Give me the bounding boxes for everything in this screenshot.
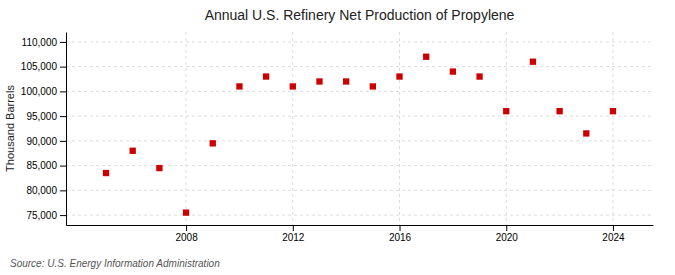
tick: 80,000 [26,185,66,196]
grid-line [66,66,653,67]
tick: 105,000 [21,61,66,72]
tick-mark [60,141,66,142]
grid-line [506,32,507,225]
grid-line [66,215,653,216]
annotation: Source: U.S. Energy Information Administ… [10,258,220,269]
tick-mark [293,225,294,231]
tick-label: 2016 [389,232,412,243]
grid-line [399,32,400,225]
tick-label: 90,000 [26,136,57,147]
axis-line [66,33,67,226]
title: Annual U.S. Refinery Net Production of P… [205,7,515,23]
y-axis-title: Thousand Barrels [4,85,16,172]
grid-line [66,116,653,117]
tick: 2008 [175,225,198,243]
tick-mark [186,225,187,231]
point [450,68,456,74]
tick-label: 75,000 [26,210,57,221]
tick: 100,000 [21,86,66,97]
point [476,73,482,79]
tick-label: 110,000 [22,37,58,48]
tick: 2016 [389,225,412,243]
tick-label: 85,000 [26,160,57,171]
tick-label: 105,000 [21,61,58,72]
tick-mark [60,215,66,216]
grid-line [612,32,613,225]
tick: 90,000 [26,136,66,147]
point [396,73,402,79]
point [236,83,242,89]
tick-mark [60,190,66,191]
point [316,78,322,84]
tick-mark [60,166,66,167]
tick-mark [506,225,507,231]
tick-mark [60,116,66,117]
tick-label: 80,000 [26,185,57,196]
point [583,130,589,136]
grid-line [66,140,653,141]
point [343,78,349,84]
grid-line [292,32,293,225]
tick: 75,000 [26,210,66,221]
point [183,209,189,215]
x-axis: 2008 2012 2016 2020 2024 [67,225,654,243]
point [370,83,376,89]
points [103,54,616,216]
point [423,54,429,60]
tick-mark [60,42,66,43]
point [503,108,509,114]
tick: 85,000 [26,160,66,171]
y-axis: 75,000 80,000 85,000 90,000 95,000 100,000 105… [21,33,67,226]
axis-line [67,225,654,226]
tick-label: 2012 [282,232,305,243]
tick-label: 2024 [602,232,625,243]
point [610,108,616,114]
grid-line [186,32,187,225]
grid-line [66,41,653,42]
tick-label: 100,000 [21,86,58,97]
grid [66,32,653,225]
point [263,73,269,79]
point [210,140,216,146]
point [103,170,109,176]
grid-line [66,165,653,166]
tick-label: 2020 [496,232,519,243]
tick-mark [60,91,66,92]
tick-label: 95,000 [26,111,57,122]
grid-line [66,190,653,191]
tick: 2024 [602,225,625,243]
tick: 110,000 [22,37,66,48]
tick: 2012 [282,225,305,243]
tick-mark [400,225,401,231]
tick-mark [613,225,614,231]
tick-mark [60,67,66,68]
point [290,83,296,89]
tick-label: 2008 [175,232,198,243]
tick: 2020 [496,225,519,243]
point [156,165,162,171]
grid-line [66,91,653,92]
tick: 95,000 [26,111,66,122]
point [130,148,136,154]
point [530,59,536,65]
chart: 2008 2012 2016 2020 2024 75,000 80,000 85,000 90… [0,0,675,275]
point [556,108,562,114]
plot-area: 2008 2012 2016 2020 2024 75,000 80,000 85,000 90… [21,32,654,243]
